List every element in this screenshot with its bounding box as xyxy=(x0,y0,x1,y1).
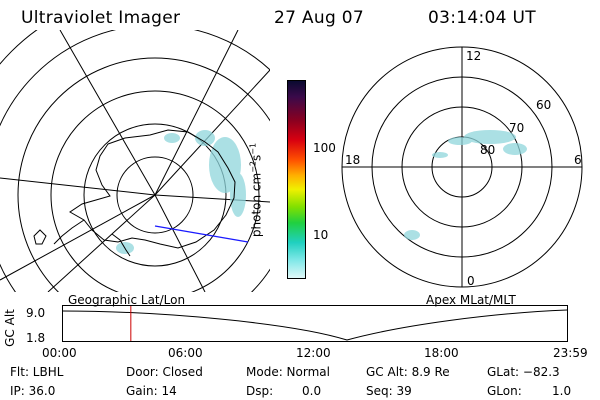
timeline-plot xyxy=(62,305,568,342)
lat-circle-4 xyxy=(17,57,270,292)
time-tick-0600: 06:00 xyxy=(168,346,203,360)
unit-text: s xyxy=(249,154,264,161)
mlat-label-70: 70 xyxy=(509,121,524,135)
ip-info: IP: 36.0 xyxy=(10,384,56,398)
mlt-label-6: 6 xyxy=(574,153,582,167)
altitude-curve xyxy=(62,309,568,341)
time-tick-1800: 18:00 xyxy=(424,346,459,360)
meridian-line xyxy=(154,194,206,292)
mlt-label-18: 18 xyxy=(345,153,360,167)
gc-alt-axis-label: GC Alt xyxy=(3,309,17,347)
antarctica-outline xyxy=(69,129,236,249)
geographic-panel xyxy=(0,30,270,292)
aurora-emission xyxy=(404,130,527,240)
glat-info: GLat: −82.3 xyxy=(487,365,560,379)
time-tick-2359: 23:59 xyxy=(553,346,588,360)
dsp-value: 0.0 xyxy=(302,384,322,398)
colorbar xyxy=(287,80,306,279)
time-label: 03:14:04 UT xyxy=(428,8,536,28)
colorbar-tick-10: 10 xyxy=(313,228,329,242)
gc-alt-info: GC Alt: 8.9 Re xyxy=(366,365,450,379)
gc-alt-max: 9.0 xyxy=(26,306,46,320)
satellite-track xyxy=(154,225,249,243)
lat-circle-1 xyxy=(116,156,194,234)
filter-info: Flt: LBHL xyxy=(10,365,64,379)
meridian-line xyxy=(47,194,156,292)
meridian-line xyxy=(154,194,270,203)
coastline xyxy=(111,233,131,257)
colorbar-unit-label: photon cm−2s−1 xyxy=(249,143,264,237)
mlat-label-80: 80 xyxy=(480,143,495,157)
unit-exponent: −2 xyxy=(248,160,258,173)
door-info: Door: Closed xyxy=(126,365,203,379)
mlt-panel: 12 18 6 0 60 70 80 xyxy=(341,46,583,288)
unit-text: photon cm xyxy=(249,172,264,238)
mlt-label-0: 0 xyxy=(467,274,475,288)
mode-info: Mode: Normal xyxy=(246,365,330,379)
timeline-frame xyxy=(62,305,568,342)
glon-value: 1.0 xyxy=(552,384,572,398)
dsp-label: Dsp: xyxy=(246,384,274,398)
mlt-label-12: 12 xyxy=(466,49,481,63)
peninsula-outline xyxy=(53,219,85,245)
glon-label: GLon: xyxy=(487,384,522,398)
date-label: 27 Aug 07 xyxy=(274,8,364,28)
seq-info: Seq: 39 xyxy=(366,384,412,398)
aurora-emission xyxy=(116,130,246,254)
island-outline xyxy=(33,229,47,245)
meridian-line xyxy=(0,194,156,281)
geographic-caption: Geographic Lat/Lon xyxy=(68,293,186,307)
gc-alt-min: 1.8 xyxy=(26,331,46,345)
apex-caption: Apex MLat/MLT xyxy=(426,293,516,307)
gain-info: Gain: 14 xyxy=(126,384,177,398)
meridian-line xyxy=(59,30,156,196)
colorbar-tick-100: 100 xyxy=(313,141,336,155)
meridian-line xyxy=(0,177,156,196)
meridian-line xyxy=(154,30,239,196)
lat-circle-3 xyxy=(50,90,260,292)
instrument-title: Ultraviolet Imager xyxy=(21,8,181,28)
lat-circle-2 xyxy=(83,123,227,267)
unit-exponent: −1 xyxy=(248,142,258,155)
time-tick-0000: 00:00 xyxy=(42,346,77,360)
mlat-label-60: 60 xyxy=(536,98,551,112)
meridian-line xyxy=(154,69,270,196)
time-tick-1200: 12:00 xyxy=(296,346,331,360)
